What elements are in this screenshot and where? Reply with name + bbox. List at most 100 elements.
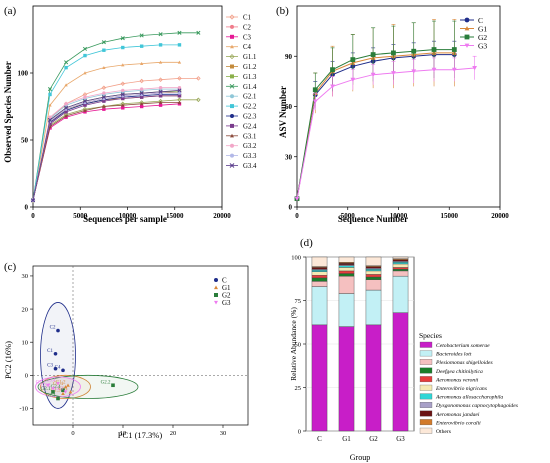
y-tick-label: 50 [295,341,302,348]
x-tick-label: 15000 [441,212,459,220]
sample-label: G2.3 [46,394,56,399]
legend-item-C4: C4 [226,44,252,51]
series-line [32,44,180,201]
legend-item-G3.3: G3.3 [226,153,257,160]
legend-swatch [419,402,433,408]
bar-segment [338,275,355,294]
legend-item-G2: G2 [460,33,487,42]
bar-segment [338,262,355,266]
sample-label: G1.2 [56,380,66,385]
legend-item-G2.1: G2.1 [226,94,256,101]
bar-segment [338,293,355,327]
y-tick-label: 10 [22,339,29,346]
legend-label: G1.2 [243,64,257,71]
data-point [177,76,182,81]
sample-label: C2 [50,326,56,331]
panel-b-xlabel: Sequence Number [338,214,408,224]
data-point [158,60,163,64]
legend-item: Plesiomonas shigelloides [419,359,493,366]
legend-item: Others [419,427,451,435]
legend-item: Aeromonas jandaei [419,410,480,418]
legend-label: G3.4 [243,163,257,170]
sample-label: G3.1 [36,380,46,385]
x-tick-label: 10000 [390,212,408,220]
legend-label: G1 [478,24,487,33]
data-point [102,99,106,103]
legend-label: Others [436,429,451,435]
series-C [294,40,457,202]
sample-point [63,390,68,394]
data-point [121,103,125,107]
sample-point [51,390,55,394]
sample-label: G2.4 [51,385,61,390]
data-point [391,71,396,76]
sample-label: G3.4 [46,379,56,384]
legend-marker [464,34,470,40]
data-point [312,87,318,93]
data-point [30,198,36,203]
bar-segment [392,262,409,265]
legend-item: Deefgea chitinilytica [419,367,483,375]
legend-label: Aeromonas allosaccharophila [435,395,503,401]
data-point [350,77,356,83]
legend-label: G3 [478,41,487,50]
data-point [451,47,457,52]
bar-segment [392,256,409,259]
data-point [312,99,318,104]
series-line [32,87,180,201]
sample-G1.3: G1.3 [51,389,65,395]
series-G2.1 [31,87,182,202]
bar-segment [392,268,409,272]
data-point [82,46,88,51]
legend-item-G3: G3 [214,299,231,307]
series-G2 [294,20,457,202]
data-point [158,77,163,82]
sample-point [61,368,65,373]
sample-point [66,383,70,387]
legend-swatch [419,359,433,365]
sample-G2.3: G2.3 [46,394,60,401]
panel-d-label: (d) [300,237,313,249]
legend-label: G2 [478,33,487,42]
data-point [177,94,182,98]
series-line [296,49,455,199]
series-G1 [294,19,457,201]
panel-c-pca-plot: (c) PC1 (17.3%) PC2 (16%) 0 10 20 30 -10 0 10 2… [3,261,249,440]
legend-swatch [419,376,433,383]
panel-d-legend-title: Species [419,331,442,340]
legend-marker [464,43,470,48]
x-tick-label: 0 [31,212,35,220]
x-tick-label: 20 [170,430,177,437]
data-point [102,91,106,95]
sample-G3.4: G3.4 [46,379,60,386]
data-point [431,47,437,52]
x-tick-label: 20000 [213,212,231,220]
legend-item-G2.3: G2.3 [226,114,257,121]
legend-item-C2: C2 [226,24,252,31]
data-point [83,108,87,112]
sample-point [56,382,60,386]
legend-item-G1.4: G1.4 [226,84,257,91]
legend-label: G3.2 [243,143,257,150]
bar-segment [365,266,382,269]
data-point [139,91,144,96]
y-tick-label: 30 [22,273,29,280]
data-point [47,117,53,122]
legend-item: Aeromonas allosaccharophila [419,393,503,401]
y-tick-label: 75 [295,298,302,305]
panel-c-label: (c) [4,261,17,273]
panel-a-label: (a) [4,5,17,17]
x-tick-label: 20000 [491,212,509,220]
x-tick-label: G3 [396,435,405,443]
data-point [101,104,107,109]
legend-item: Bacteroides lott [419,350,472,358]
bar-segment [365,324,382,432]
legend-item-G3.2: G3.2 [226,143,257,150]
series-G1.1 [30,97,201,203]
data-point [411,48,417,54]
sample-C1: C1 [47,349,58,356]
data-point [330,67,335,73]
sample-label: C1 [47,349,53,354]
data-point [177,43,182,47]
legend-marker [214,300,218,305]
